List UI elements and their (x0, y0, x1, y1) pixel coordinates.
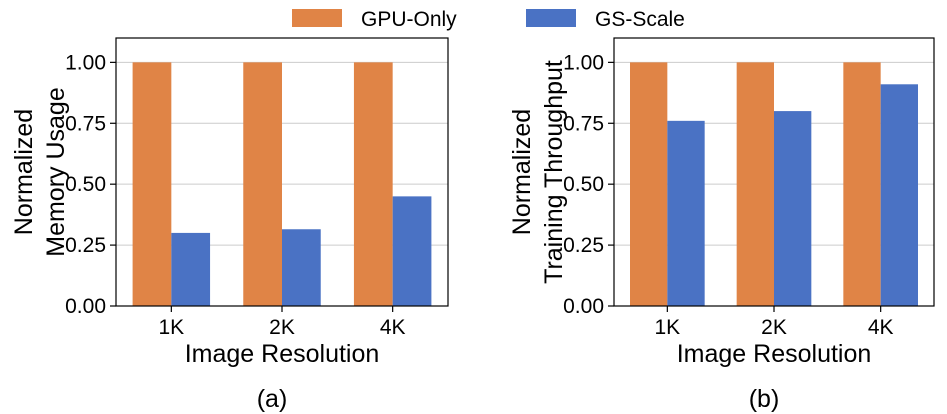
bar-gs-scale-4k (392, 196, 432, 306)
bar-gpu-only-1k (630, 62, 668, 307)
legend-swatch-gs-scale (526, 9, 576, 27)
panel-label: (b) (749, 385, 780, 413)
bar-gs-scale-4k (880, 84, 918, 306)
bar-gs-scale-1k (171, 232, 211, 306)
y-tick-label: 0.75 (65, 112, 106, 135)
bar-gs-scale-2k (774, 111, 812, 306)
panel-label: (a) (257, 385, 288, 413)
bar-gpu-only-4k (843, 62, 881, 307)
bar-gpu-only-4k (353, 62, 393, 307)
y-axis-label: Memory Usage (42, 87, 70, 257)
y-tick-label: 0.75 (563, 112, 604, 135)
y-tick-label: 0.50 (563, 173, 604, 196)
legend: GPU-Only GS-Scale (292, 8, 685, 31)
plot-frame (613, 37, 935, 307)
y-tick-label: 0.25 (563, 234, 604, 257)
y-tick-label: 0.00 (563, 295, 604, 318)
x-tick-label: 4K (868, 316, 894, 339)
y-tick-label: 0.00 (65, 295, 106, 318)
x-tick-label: 2K (269, 316, 295, 339)
bar-gpu-only-2k (736, 62, 774, 307)
x-tick-label: 4K (380, 316, 406, 339)
y-tick-label: 1.00 (563, 51, 604, 74)
y-tick-label: 0.25 (65, 234, 106, 257)
bar-gpu-only-1k (132, 62, 172, 307)
bar-gs-scale-1k (667, 120, 705, 306)
y-axis-label: Normalized (10, 109, 38, 235)
y-tick-label: 1.00 (65, 51, 106, 74)
x-tick-label: 1K (158, 316, 184, 339)
y-tick-label: 0.50 (65, 173, 106, 196)
x-tick-label: 2K (761, 316, 787, 339)
bar-gs-scale-2k (282, 229, 321, 306)
x-tick-label: 1K (654, 316, 680, 339)
bar-gpu-only-2k (243, 62, 282, 307)
x-axis-label: Image Resolution (677, 340, 872, 368)
x-axis-label: Image Resolution (185, 340, 380, 368)
legend-swatch-gpu-only (292, 9, 342, 27)
y-axis-label: Training Throughput (540, 60, 568, 284)
y-axis-label: Normalized (508, 109, 536, 235)
plot-frame (115, 37, 449, 307)
legend-label-gpu-only: GPU-Only (361, 8, 457, 31)
legend-label-gs-scale: GS-Scale (595, 8, 685, 31)
